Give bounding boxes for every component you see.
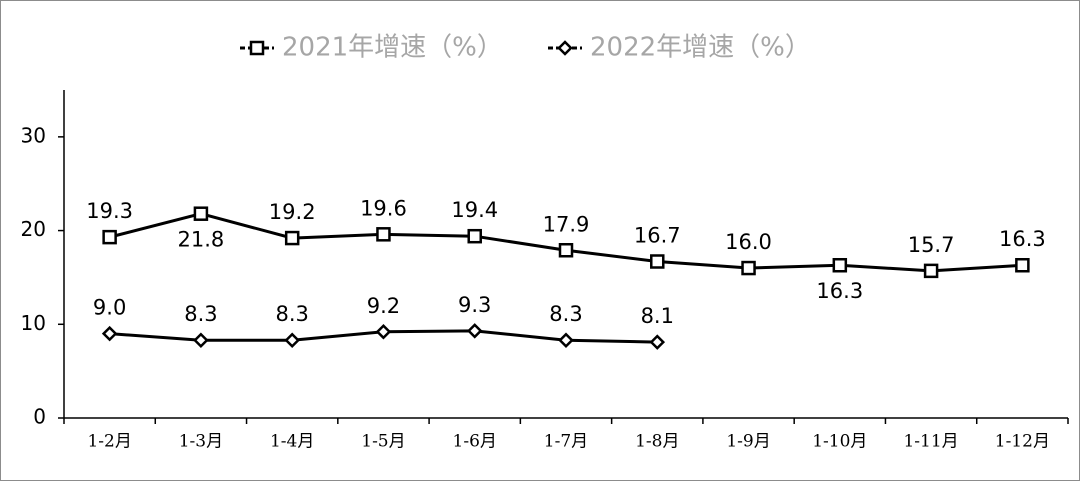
data-point <box>101 325 118 342</box>
data-label: 9.3 <box>458 293 491 317</box>
legend-label: 2022年增速（%） <box>590 33 811 63</box>
data-label: 19.4 <box>451 198 498 222</box>
data-label: 15.7 <box>908 233 955 257</box>
x-tick-label: 1-6月 <box>453 432 497 452</box>
x-tick-label: 1-4月 <box>270 432 314 452</box>
data-point <box>284 230 300 246</box>
y-tick-label: 10 <box>21 311 46 335</box>
y-tick-label: 20 <box>21 217 46 241</box>
data-point <box>650 254 665 269</box>
data-point <box>741 260 756 276</box>
data-point <box>376 227 391 242</box>
data-label: 19.2 <box>269 200 316 224</box>
data-point <box>832 257 848 273</box>
legend-marker <box>557 40 573 56</box>
data-label: 8.3 <box>184 302 217 326</box>
x-tick-label: 1-2月 <box>87 432 131 452</box>
data-label: 8.3 <box>549 302 582 326</box>
data-label: 17.9 <box>543 212 590 236</box>
x-tick-label: 1-5月 <box>361 432 405 452</box>
legend-label: 2021年增速（%） <box>282 33 503 63</box>
data-point <box>558 243 574 258</box>
data-point <box>1015 257 1030 273</box>
x-tick-label: 1-7月 <box>544 432 588 452</box>
data-point <box>923 263 939 279</box>
data-label: 8.3 <box>275 302 308 326</box>
data-label: 19.3 <box>86 199 133 223</box>
x-tick-label: 1-8月 <box>635 432 679 452</box>
legend-marker <box>249 40 265 56</box>
data-label: 9.2 <box>367 294 400 318</box>
data-point <box>193 332 209 348</box>
data-label: 19.6 <box>360 196 407 220</box>
data-label: 16.0 <box>725 230 772 254</box>
data-point <box>649 334 666 350</box>
x-tick-label: 1-9月 <box>726 432 770 452</box>
data-label: 8.1 <box>641 304 674 328</box>
x-tick-label: 1-11月 <box>903 432 958 452</box>
y-tick-label: 0 <box>33 405 46 429</box>
y-tick-label: 30 <box>21 123 46 147</box>
x-tick-label: 1-10月 <box>812 432 867 452</box>
x-tick-label: 1-3月 <box>179 432 223 452</box>
data-label: 16.3 <box>816 279 863 303</box>
x-tick-label: 1-12月 <box>995 432 1050 452</box>
data-point <box>467 228 482 244</box>
data-point <box>466 323 483 339</box>
data-point <box>102 229 117 245</box>
data-point <box>375 324 392 340</box>
data-label: 16.3 <box>999 227 1046 251</box>
data-point <box>284 332 300 348</box>
data-point <box>193 206 209 221</box>
data-point <box>558 332 574 348</box>
data-label: 16.7 <box>634 223 681 247</box>
data-label: 21.8 <box>178 228 225 252</box>
data-label: 9.0 <box>93 296 126 320</box>
